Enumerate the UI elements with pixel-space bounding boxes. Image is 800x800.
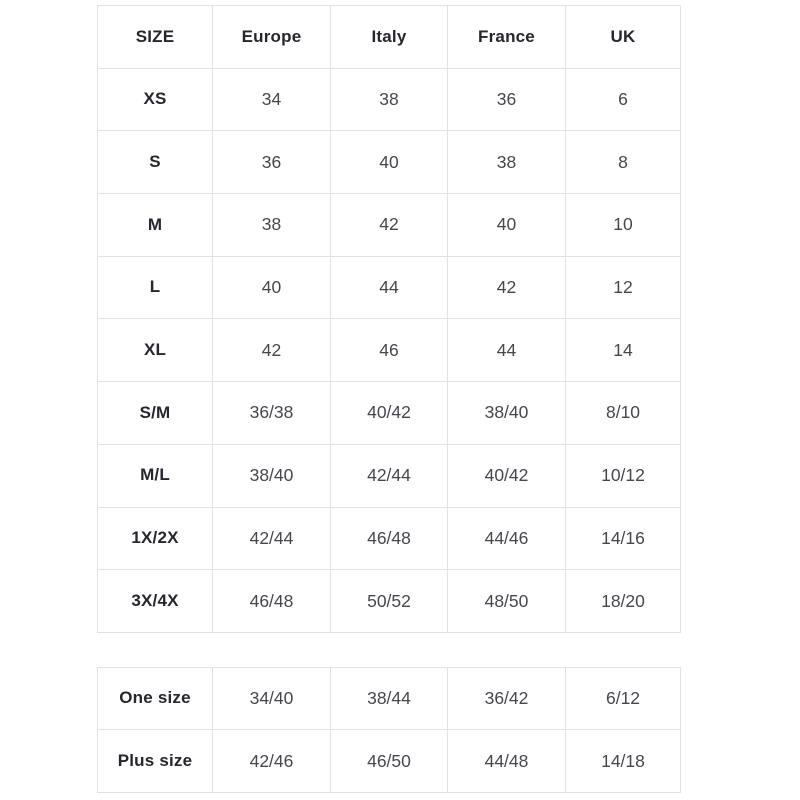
table-cell: 42/44 — [212, 506, 331, 571]
table-row-s: S 36 40 38 8 — [97, 130, 681, 195]
table-cell: 40/42 — [330, 381, 448, 445]
table-cell: 46/50 — [330, 729, 448, 793]
row-label: 3X/4X — [97, 569, 213, 633]
row-label: M/L — [97, 443, 213, 508]
table-cell: 38/44 — [330, 666, 448, 731]
table-cell: 36/38 — [212, 381, 331, 445]
table-cell: 6 — [565, 67, 681, 132]
table-cell: 42/46 — [212, 729, 331, 793]
table-row-m: M 38 42 40 10 — [97, 193, 681, 257]
table-cell: 38/40 — [212, 443, 331, 508]
table-cell: 42/44 — [330, 443, 448, 508]
table-row-l: L 40 44 42 12 — [97, 255, 681, 320]
column-header-europe: Europe — [212, 5, 331, 69]
table-row-xl: XL 42 46 44 14 — [97, 318, 681, 383]
table-row-3x4x: 3X/4X 46/48 50/52 48/50 18/20 — [97, 569, 681, 633]
size-chart-tables: SIZE Europe Italy France UK XS 34 38 36 … — [97, 5, 681, 793]
table-row-sm: S/M 36/38 40/42 38/40 8/10 — [97, 381, 681, 445]
table-cell: 34/40 — [212, 666, 331, 731]
table-cell: 10/12 — [565, 443, 681, 508]
table-cell: 44/48 — [447, 729, 566, 793]
table-cell: 38/40 — [447, 381, 566, 445]
row-label: L — [97, 255, 213, 320]
column-header-italy: Italy — [330, 5, 448, 69]
row-label: Plus size — [97, 729, 213, 793]
table-row-1x2x: 1X/2X 42/44 46/48 44/46 14/16 — [97, 506, 681, 571]
table-cell: 42 — [212, 318, 331, 383]
size-conversion-table: SIZE Europe Italy France UK XS 34 38 36 … — [97, 5, 681, 633]
row-label: S/M — [97, 381, 213, 445]
table-cell: 40 — [447, 193, 566, 257]
table-cell: 44 — [447, 318, 566, 383]
table-cell: 12 — [565, 255, 681, 320]
one-size-plus-size-table: One size 34/40 38/44 36/42 6/12 Plus siz… — [97, 666, 681, 793]
table-cell: 14/16 — [565, 506, 681, 571]
table-cell: 8/10 — [565, 381, 681, 445]
table-cell: 14/18 — [565, 729, 681, 793]
table-cell: 44/46 — [447, 506, 566, 571]
table-cell: 8 — [565, 130, 681, 195]
column-header-uk: UK — [565, 5, 681, 69]
row-label: One size — [97, 666, 213, 731]
table-cell: 48/50 — [447, 569, 566, 633]
table-cell: 40/42 — [447, 443, 566, 508]
table-cell: 34 — [212, 67, 331, 132]
table-cell: 40 — [212, 255, 331, 320]
table-header-row: SIZE Europe Italy France UK — [97, 5, 681, 69]
table-cell: 46/48 — [212, 569, 331, 633]
table-cell: 14 — [565, 318, 681, 383]
column-header-size: SIZE — [97, 5, 213, 69]
table-cell: 6/12 — [565, 666, 681, 731]
table-cell: 10 — [565, 193, 681, 257]
table-cell: 38 — [330, 67, 448, 132]
row-label: S — [97, 130, 213, 195]
column-header-france: France — [447, 5, 566, 69]
table-cell: 18/20 — [565, 569, 681, 633]
row-label: XS — [97, 67, 213, 132]
table-cell: 36 — [212, 130, 331, 195]
table-cell: 36/42 — [447, 666, 566, 731]
table-row-plus-size: Plus size 42/46 46/50 44/48 14/18 — [97, 729, 681, 793]
table-row-xs: XS 34 38 36 6 — [97, 67, 681, 132]
table-cell: 46 — [330, 318, 448, 383]
table-row-one-size: One size 34/40 38/44 36/42 6/12 — [97, 666, 681, 731]
table-cell: 38 — [447, 130, 566, 195]
table-cell: 38 — [212, 193, 331, 257]
table-cell: 44 — [330, 255, 448, 320]
table-row-ml: M/L 38/40 42/44 40/42 10/12 — [97, 443, 681, 508]
row-label: M — [97, 193, 213, 257]
table-cell: 36 — [447, 67, 566, 132]
table-cell: 46/48 — [330, 506, 448, 571]
table-cell: 40 — [330, 130, 448, 195]
row-label: 1X/2X — [97, 506, 213, 571]
table-cell: 42 — [447, 255, 566, 320]
table-cell: 50/52 — [330, 569, 448, 633]
row-label: XL — [97, 318, 213, 383]
table-cell: 42 — [330, 193, 448, 257]
